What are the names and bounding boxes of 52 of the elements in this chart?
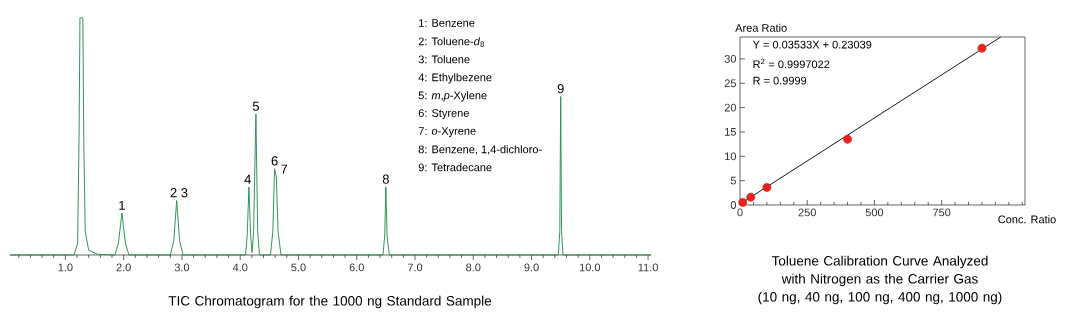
- x-axis-title: Conc. Ratio: [998, 215, 1056, 224]
- annotation: 1: Benzene: [419, 19, 475, 27]
- annotation: 3: Toluene: [418, 55, 470, 64]
- annotation: 2: Toluene-d$_{8}$: [418, 37, 485, 47]
- point: [738, 198, 748, 207]
- annotation: 8: [382, 174, 389, 184]
- annotation: 5: [252, 101, 259, 111]
- annotation: 8: Benzene, 1,4-dichloro-: [418, 145, 542, 155]
- y-axis-title: Area Ratio: [735, 23, 787, 32]
- x-tick-label: 9.0: [524, 263, 539, 272]
- y-tick-label: 15: [725, 128, 736, 136]
- x-tick-label: 250: [798, 208, 816, 217]
- text: TIC Chromatogram for the 1000 ng Standard Sample: [168, 295, 492, 309]
- annotation: 6: [271, 156, 278, 166]
- annotation: Y = 0.03533X + 0.23039: [752, 40, 872, 49]
- x-tick-label: 11.0: [638, 263, 658, 272]
- annotation: R$^{2}$ = 0.9997022: [753, 58, 830, 69]
- x-tick-label: 1.0: [58, 263, 73, 272]
- annotation: R = 0.9999: [753, 76, 807, 85]
- annotation: 4: Ethylbezene: [418, 73, 492, 84]
- annotation: 2 3: [170, 188, 188, 198]
- y-tick-label: 0: [730, 201, 737, 209]
- annotation: 9: Tetradecane: [418, 163, 492, 172]
- annotation: 7: [281, 164, 288, 174]
- y-tick-label: 30: [724, 55, 737, 63]
- annotation: 7: o-Xyrene: [418, 127, 476, 138]
- annotation: 4: [244, 174, 252, 184]
- x-tick-label: 0: [737, 208, 743, 217]
- point: [746, 192, 756, 202]
- y-tick-label: 25: [724, 79, 736, 88]
- y-tick-label: 5: [730, 176, 736, 185]
- point: [977, 43, 987, 53]
- annotation: 5: m,p-Xylene: [418, 91, 487, 102]
- annotation: 1: [119, 200, 125, 210]
- text: Toluene Calibration Curve Analyzed with Nitrogen as the Carrier Gas: [771, 255, 988, 287]
- y-tick-label: 10: [725, 152, 737, 161]
- x-tick-label: 500: [865, 208, 884, 217]
- text: (10 ng, 40 ng, 100 ng, 400 ng, 1000 ng): [758, 291, 1002, 305]
- x-tick-label: 4.0: [232, 263, 248, 272]
- y-tick-label: 20: [724, 103, 737, 112]
- x-tick-label: 750: [933, 208, 951, 217]
- point: [762, 183, 772, 192]
- x-tick-label: 7.0: [407, 263, 423, 272]
- x-tick-label: 2.0: [116, 263, 131, 272]
- x-tick-label: 8.0: [466, 263, 481, 272]
- x-tick-label: 3.0: [174, 263, 190, 272]
- annotation: 6: Styrene: [418, 109, 469, 120]
- annotation: 9: [557, 84, 564, 94]
- x-tick-label: 6.0: [349, 263, 364, 272]
- x-tick-label: 5.0: [291, 263, 306, 272]
- point: [843, 134, 852, 144]
- x-tick-label: 10.0: [579, 263, 601, 272]
